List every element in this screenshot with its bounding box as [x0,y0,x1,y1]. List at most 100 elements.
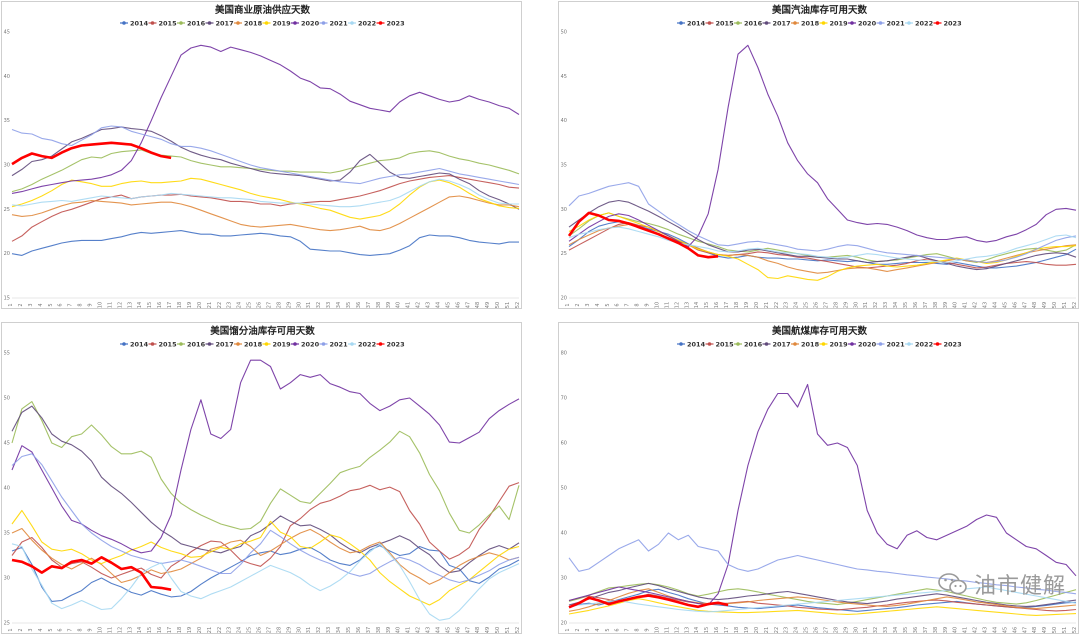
x-tick-label: 4 [38,628,44,631]
legend-marker [350,342,354,346]
x-tick-label: 4 [595,628,601,631]
x-tick-label: 38 [376,627,382,633]
x-tick-label: 45 [445,627,451,633]
x-tick-label: 1 [8,628,14,631]
series-line-2023 [11,141,172,166]
x-tick-label: 44 [992,302,998,308]
y-tick-label: 15 [4,296,10,302]
y-tick-label: 40 [561,531,567,537]
x-tick-label: 36 [913,302,919,308]
x-tick-label: 24 [794,627,800,633]
x-tick-label: 10 [654,302,660,308]
x-tick-label: 6 [58,628,64,631]
y-tick-label: 30 [561,576,567,582]
y-tick-label: 30 [4,163,10,169]
x-tick-label: 4 [595,303,601,306]
x-tick-label: 47 [465,302,471,308]
x-tick-label: 34 [336,627,342,633]
x-tick-label: 18 [177,627,183,633]
x-tick-label: 17 [167,627,173,633]
series-line-2019 [11,509,520,606]
x-tick-label: 42 [973,627,979,633]
series-line-2022 [568,586,1077,613]
x-tick-label: 48 [1032,627,1038,633]
y-tick-label: 50 [561,30,567,36]
x-tick-label: 37 [366,302,372,308]
x-tick-label: 19 [744,627,750,633]
series-line-2022 [11,543,520,621]
x-tick-label: 25 [247,302,253,308]
series-line-2014 [11,230,519,256]
legend-label: 2014 [130,19,149,27]
series-line-2016 [11,401,520,534]
x-tick-label: 25 [247,627,253,633]
x-tick-label: 32 [316,302,322,308]
legend-label: 2021 [330,340,349,348]
x-tick-label: 23 [227,627,233,633]
legend-label: 2015 [716,340,735,348]
series-line-2023 [568,594,729,609]
x-tick-label: 23 [227,302,233,308]
x-tick-label: 11 [664,627,670,633]
y-tick-label: 45 [4,30,10,36]
x-tick-label: 8 [78,303,84,306]
x-tick-label: 9 [645,303,651,306]
x-tick-label: 14 [137,627,143,633]
x-tick-label: 39 [386,627,392,633]
chart-panel-crude: 美国商业原油供应天数 2014 2015 2016 2017 2018 2019 2020 20… [1,1,522,309]
series-line-2020 [568,383,1077,606]
x-tick-label: 48 [475,627,481,633]
x-tick-label: 11 [664,302,670,308]
y-tick-label: 40 [4,486,10,492]
x-tick-label: 25 [804,302,810,308]
x-tick-label: 45 [1002,302,1008,308]
x-tick-label: 22 [217,627,223,633]
legend-label: 2022 [915,340,933,348]
chart-title: 美国航煤库存可用天数 [771,325,868,337]
x-tick-label: 12 [674,302,680,308]
x-tick-label: 29 [843,627,849,633]
x-tick-label: 29 [286,627,292,633]
x-tick-label: 46 [1012,302,1018,308]
legend-label: 2015 [716,19,735,27]
x-tick-label: 35 [346,302,352,308]
series-line-2017 [568,199,1077,271]
legend-marker [236,21,240,25]
x-tick-label: 31 [863,627,869,633]
x-tick-label: 31 [306,627,312,633]
x-tick-label: 6 [58,303,64,306]
x-tick-label: 50 [495,627,501,633]
legend: 2014 2015 2016 2017 2018 2019 2020 2021 2022 2023 [677,19,962,27]
x-tick-label: 8 [78,628,84,631]
x-tick-label: 2 [18,628,24,631]
legend-marker [350,21,354,25]
x-tick-label: 33 [326,627,332,633]
legend-label: 2016 [187,340,206,348]
x-tick-label: 47 [1022,302,1028,308]
x-tick-label: 39 [943,627,949,633]
x-tick-label: 50 [1052,302,1058,308]
x-tick-label: 52 [1072,302,1078,308]
legend-marker [122,342,126,346]
x-tick-label: 42 [416,627,422,633]
watermark: 油市健解 [938,568,1066,600]
series-line-2020 [11,44,520,194]
x-tick-label: 48 [475,302,481,308]
x-tick-label: 26 [814,627,820,633]
x-tick-label: 23 [784,627,790,633]
y-tick-label: 25 [4,621,10,627]
x-tick-label: 12 [117,627,123,633]
x-tick-label: 33 [883,302,889,308]
x-tick-label: 52 [515,627,521,633]
x-tick-label: 17 [724,302,730,308]
chart-panel-distillate: 美国馏分油库存可用天数 2014 2015 2016 2017 2018 2019 2020 2… [1,322,522,634]
x-tick-label: 31 [863,302,869,308]
x-tick-label: 12 [674,627,680,633]
series-line-2022 [11,178,519,208]
x-tick-label: 11 [107,302,113,308]
x-tick-label: 49 [485,302,491,308]
x-tick-label: 16 [157,302,163,308]
legend-label: 2020 [301,19,320,27]
series-line-2017 [11,405,520,574]
x-tick-label: 41 [406,302,412,308]
